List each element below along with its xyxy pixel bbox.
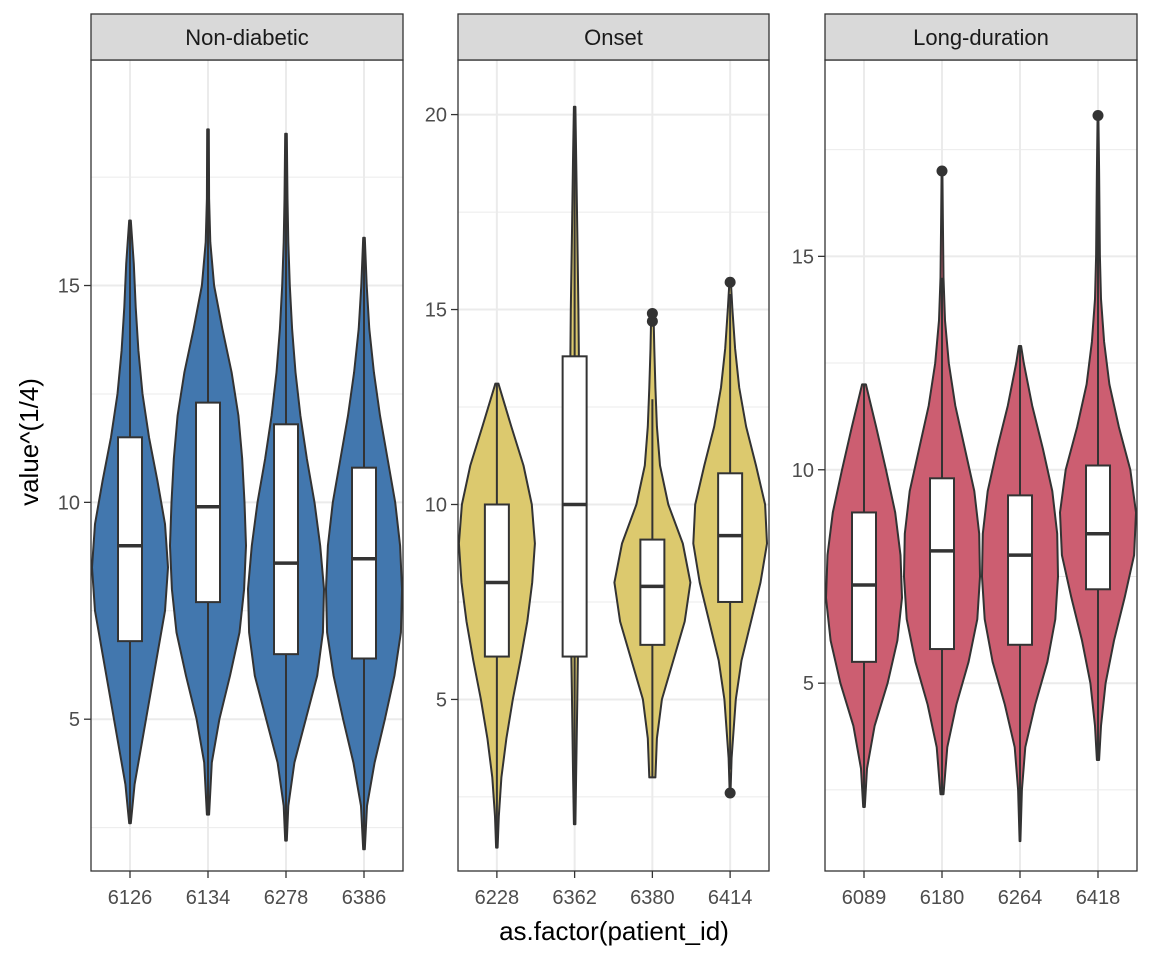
- y-axis-title: value^(1/4): [14, 378, 44, 506]
- y-tick-label: 20: [425, 105, 447, 127]
- box-6126: [117, 436, 143, 643]
- x-tick-label: 6386: [342, 887, 387, 909]
- box-6089: [851, 511, 877, 663]
- box-6134: [195, 401, 221, 604]
- facet-panel: Non-diabetic 5 10 15 6126 6134 6278 6386: [58, 13, 404, 909]
- y-tick-label: 5: [69, 709, 80, 731]
- box-6228: [483, 503, 510, 658]
- x-tick-label: 6362: [552, 887, 597, 909]
- box-6180: [929, 477, 955, 651]
- y-tick-label: 15: [425, 300, 447, 322]
- outlier-point: [1092, 109, 1104, 121]
- x-tick-label: 6126: [108, 887, 153, 909]
- box-6362: [561, 355, 588, 658]
- y-tick-label: 15: [58, 276, 80, 298]
- x-tick-label: 6180: [920, 887, 965, 909]
- x-tick-label: 6380: [630, 887, 675, 909]
- facet-strip: [824, 13, 1138, 61]
- facet-strip: [457, 13, 770, 61]
- y-tick-label: 10: [792, 460, 814, 482]
- x-tick-label: 6278: [264, 887, 309, 909]
- box-6386: [351, 466, 377, 660]
- facet-strip: [90, 13, 404, 61]
- facet-panel: Onset 5 10 15 20 6228 6362 6380 6414: [425, 13, 770, 909]
- outlier-point: [646, 315, 658, 327]
- y-tick-label: 10: [58, 492, 80, 514]
- x-tick-label: 6134: [186, 887, 231, 909]
- x-axis-title: as.factor(patient_id): [499, 916, 729, 946]
- outlier-point: [936, 165, 948, 177]
- box-6418: [1085, 464, 1111, 591]
- facet-title: Non-diabetic: [185, 25, 309, 50]
- outlier-point: [724, 787, 736, 799]
- box-6278: [273, 423, 299, 656]
- outlier-point: [646, 307, 658, 319]
- x-tick-label: 6089: [842, 887, 887, 909]
- y-tick-label: 15: [792, 246, 814, 268]
- x-tick-label: 6264: [998, 887, 1043, 909]
- y-tick-label: 5: [803, 673, 814, 695]
- y-tick-label: 5: [436, 689, 447, 711]
- x-tick-label: 6414: [708, 887, 753, 909]
- facet-title: Long-duration: [913, 25, 1049, 50]
- x-tick-label: 6228: [475, 887, 520, 909]
- box-6414: [717, 472, 744, 603]
- facet-title: Onset: [584, 25, 643, 50]
- outlier-point: [724, 276, 736, 288]
- box-6264: [1007, 494, 1033, 646]
- facet-panel: Long-duration 5 10 15 6089 6180 6264 6418: [792, 13, 1138, 909]
- x-tick-label: 6418: [1076, 887, 1121, 909]
- y-tick-label: 10: [425, 494, 447, 516]
- box-6380: [639, 538, 666, 646]
